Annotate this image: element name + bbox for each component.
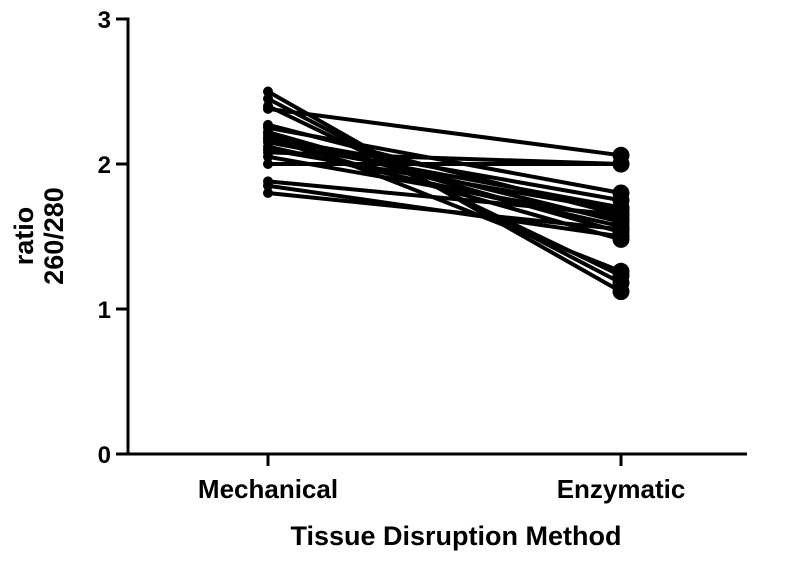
- enzymatic-point: [612, 262, 630, 280]
- mechanical-point: [263, 159, 273, 169]
- y-ticks: 0 1 2 3: [98, 7, 128, 469]
- mechanical-point: [263, 103, 273, 114]
- pair-line: [266, 147, 623, 213]
- enzymatic-point: [612, 220, 630, 238]
- pair-line: [266, 191, 623, 232]
- enzymatic-point: [612, 206, 630, 224]
- x-ticks: Mechanical Enzymatic: [198, 454, 685, 504]
- y-tick-label: 2: [98, 152, 111, 179]
- pair-line: [266, 106, 623, 158]
- mechanical-point: [263, 151, 273, 162]
- pair-line: [266, 179, 623, 217]
- y-tick-label: 3: [98, 7, 111, 34]
- pair-line: [266, 125, 623, 195]
- mechanical-point: [263, 188, 273, 198]
- x-category-label: Enzymatic: [557, 474, 686, 504]
- series-lines: [266, 89, 623, 294]
- x-category-label: Mechanical: [198, 474, 338, 504]
- mechanical-point: [263, 86, 273, 97]
- data-points: [263, 86, 630, 301]
- enzymatic-point: [612, 155, 630, 173]
- y-axis-title-line1: ratio: [9, 207, 39, 266]
- x-axis-title: Tissue Disruption Method: [290, 521, 621, 551]
- y-tick-label: 0: [98, 442, 111, 469]
- mechanical-point: [263, 93, 273, 104]
- axes: [126, 17, 747, 456]
- mechanical-point: [263, 180, 273, 191]
- pair-line: [266, 135, 623, 203]
- y-axis-title-line2: 260/280: [39, 187, 69, 285]
- axis-labels: Tissue Disruption Method ratio 260/280: [9, 187, 622, 551]
- y-tick-label: 1: [98, 297, 111, 324]
